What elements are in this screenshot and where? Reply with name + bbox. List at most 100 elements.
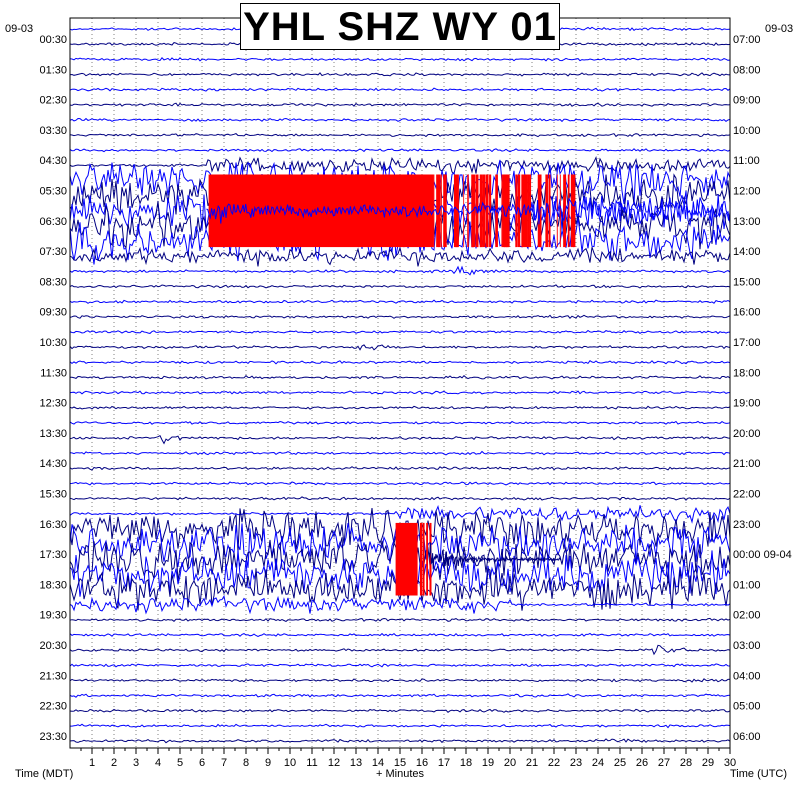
clipped-spike <box>422 522 425 596</box>
right-time-label: 23:00 <box>733 519 761 531</box>
seismic-trace-20 <box>69 314 731 319</box>
seismic-trace-31 <box>69 481 731 486</box>
x-tick-label: 6 <box>199 757 205 769</box>
seismic-trace-29 <box>69 450 731 456</box>
date-label-right: 09-03 <box>765 23 793 35</box>
seismic-trace-27 <box>69 420 731 425</box>
x-tick-label: 24 <box>592 757 604 769</box>
x-tick-label: 1 <box>89 757 95 769</box>
right-time-label: 14:00 <box>733 246 761 258</box>
event-coda-trace <box>428 542 562 570</box>
left-time-label: 19:30 <box>39 610 67 622</box>
seismic-trace-8 <box>69 133 731 138</box>
seismic-trace-22 <box>69 344 731 351</box>
x-label-center: + Minutes <box>376 768 424 780</box>
event-overlay-trace <box>206 194 731 227</box>
seismic-trace-26 <box>69 405 731 410</box>
seismic-trace-3 <box>69 57 731 62</box>
right-time-label: 04:00 <box>733 670 761 682</box>
seismic-trace-48 <box>69 738 731 744</box>
seismic-trace-9 <box>69 148 731 153</box>
clipped-spike <box>437 174 441 248</box>
seismic-trace-41 <box>69 632 731 637</box>
clipped-spike <box>455 174 459 248</box>
clipped-spike <box>521 174 523 248</box>
right-time-label: 06:00 <box>733 731 761 743</box>
clipped-spike <box>503 174 507 248</box>
left-time-label: 21:30 <box>39 670 67 682</box>
seismic-trace-30 <box>69 466 731 471</box>
clipped-spike <box>429 522 432 596</box>
left-time-label: 08:30 <box>39 276 67 288</box>
left-time-label: 01:30 <box>39 64 67 76</box>
left-time-label: 20:30 <box>39 640 67 652</box>
left-time-label: 10:30 <box>39 337 67 349</box>
right-time-label: 02:00 <box>733 610 761 622</box>
left-time-label: 02:30 <box>39 95 67 107</box>
right-time-label: 12:00 <box>733 185 761 197</box>
x-tick-label: 16 <box>416 757 428 769</box>
left-time-label: 23:30 <box>39 731 67 743</box>
right-time-label: 17:00 <box>733 337 761 349</box>
seismic-trace-17 <box>69 265 731 276</box>
clipped-spike <box>515 174 518 248</box>
x-tick-label: 17 <box>438 757 450 769</box>
x-tick-label: 7 <box>221 757 227 769</box>
seismic-trace-32 <box>69 496 731 501</box>
x-tick-label: 29 <box>702 757 714 769</box>
x-tick-label: 30 <box>724 757 736 769</box>
seismic-trace-24 <box>69 375 731 380</box>
clipped-spike <box>522 174 525 248</box>
right-time-label: 09:00 <box>733 95 761 107</box>
right-time-label: 05:00 <box>733 701 761 713</box>
x-axis-ticks: 1 2 3 4 5 6 7 8 9 10 11 12 13 14 15 16 17 18 19 20 21 22 23 24 2… <box>80 748 736 769</box>
x-tick-label: 18 <box>460 757 472 769</box>
right-time-label: 01:00 <box>733 579 761 591</box>
seismic-trace-5 <box>69 87 731 92</box>
clipped-spike <box>573 174 576 248</box>
left-time-label: 09:30 <box>39 307 67 319</box>
seismic-trace-28 <box>69 435 731 445</box>
right-time-label: 16:00 <box>733 307 761 319</box>
x-tick-label: 15 <box>394 757 406 769</box>
right-time-label: 13:00 <box>733 216 761 228</box>
seismic-trace-44 <box>69 678 731 683</box>
seismic-trace-21 <box>69 329 731 335</box>
clipped-spike <box>559 174 561 248</box>
seismic-trace-39 <box>69 594 731 615</box>
seismic-trace-43 <box>69 663 731 668</box>
x-tick-label: 25 <box>614 757 626 769</box>
clipped-spike <box>545 174 548 248</box>
clipped-spike <box>440 174 442 248</box>
x-tick-label: 2 <box>111 757 117 769</box>
left-time-label: 16:30 <box>39 519 67 531</box>
x-tick-label: 9 <box>265 757 271 769</box>
seismic-trace-16 <box>69 245 731 267</box>
x-tick-label: 26 <box>636 757 648 769</box>
clipped-spike <box>568 174 570 248</box>
right-time-label: 18:00 <box>733 367 761 379</box>
seismic-trace-23 <box>69 360 731 365</box>
clipped-spike <box>444 174 447 248</box>
x-tick-label: 22 <box>548 757 560 769</box>
left-time-label: 00:30 <box>39 34 67 46</box>
x-tick-label: 3 <box>133 757 139 769</box>
x-tick-label: 19 <box>482 757 494 769</box>
left-time-label: 18:30 <box>39 579 67 591</box>
x-tick-label: 27 <box>658 757 670 769</box>
left-time-label: 06:30 <box>39 216 67 228</box>
left-time-label: 05:30 <box>39 185 67 197</box>
x-tick-label: 12 <box>328 757 340 769</box>
left-time-label: 15:30 <box>39 488 67 500</box>
clipped-spike <box>420 522 422 596</box>
clipped-spike <box>485 174 489 248</box>
left-time-label: 03:30 <box>39 125 67 137</box>
x-tick-label: 20 <box>504 757 516 769</box>
left-time-label: 11:30 <box>40 367 67 379</box>
clipped-spike <box>527 174 530 248</box>
clipped-spike <box>473 174 476 248</box>
seismic-trace-46 <box>69 708 731 713</box>
clipped-spike <box>567 174 569 248</box>
x-tick-label: 8 <box>243 757 249 769</box>
